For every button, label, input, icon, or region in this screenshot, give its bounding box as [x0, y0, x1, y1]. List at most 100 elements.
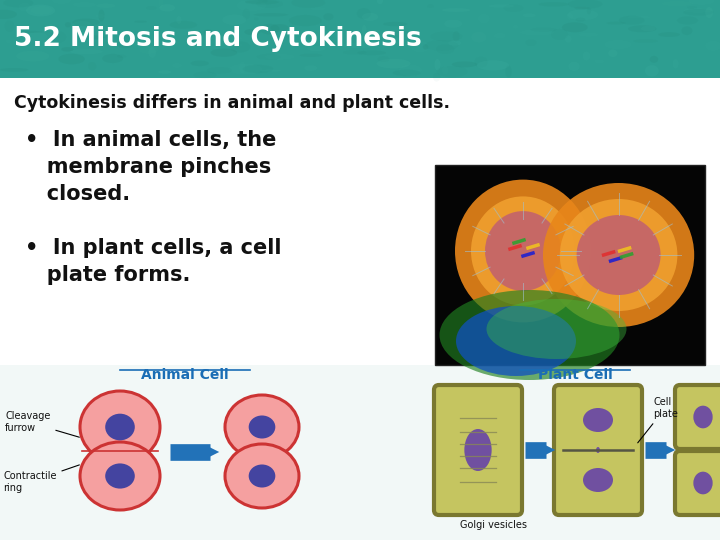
- Ellipse shape: [244, 29, 261, 35]
- Ellipse shape: [99, 10, 104, 22]
- Text: 5.2 Mitosis and Cytokinesis: 5.2 Mitosis and Cytokinesis: [14, 26, 422, 52]
- Ellipse shape: [204, 31, 209, 33]
- Ellipse shape: [456, 306, 576, 376]
- Ellipse shape: [222, 15, 246, 25]
- Ellipse shape: [543, 183, 694, 327]
- Ellipse shape: [17, 31, 42, 33]
- Ellipse shape: [362, 25, 366, 36]
- Ellipse shape: [439, 290, 619, 380]
- Ellipse shape: [148, 47, 156, 58]
- Ellipse shape: [176, 16, 181, 24]
- Text: Golgi vesicles: Golgi vesicles: [459, 520, 526, 530]
- Ellipse shape: [453, 31, 459, 42]
- Ellipse shape: [26, 4, 55, 17]
- Ellipse shape: [289, 15, 322, 26]
- Ellipse shape: [596, 447, 600, 453]
- Ellipse shape: [595, 59, 604, 63]
- Ellipse shape: [243, 65, 274, 73]
- Ellipse shape: [677, 16, 698, 24]
- Ellipse shape: [253, 13, 288, 17]
- Text: Contractile
ring: Contractile ring: [3, 465, 79, 493]
- Ellipse shape: [693, 406, 713, 428]
- Ellipse shape: [377, 59, 410, 69]
- Ellipse shape: [292, 0, 325, 8]
- Ellipse shape: [706, 41, 720, 51]
- Ellipse shape: [523, 14, 536, 17]
- Ellipse shape: [16, 51, 50, 62]
- Ellipse shape: [383, 22, 408, 26]
- Ellipse shape: [70, 49, 103, 55]
- Ellipse shape: [658, 32, 680, 37]
- Ellipse shape: [606, 22, 625, 25]
- Ellipse shape: [134, 21, 147, 23]
- Text: •  In animal cells, the: • In animal cells, the: [25, 130, 276, 150]
- Ellipse shape: [323, 13, 333, 21]
- Ellipse shape: [628, 25, 657, 32]
- Text: •  In plant cells, a cell: • In plant cells, a cell: [25, 238, 282, 258]
- Text: Cleavage
furrow: Cleavage furrow: [5, 411, 79, 437]
- Ellipse shape: [72, 21, 92, 30]
- Text: Cytokinesis differs in animal and plant cells.: Cytokinesis differs in animal and plant …: [14, 94, 450, 112]
- Ellipse shape: [204, 29, 212, 36]
- Ellipse shape: [210, 36, 243, 40]
- Ellipse shape: [225, 395, 299, 459]
- Ellipse shape: [102, 54, 123, 63]
- Ellipse shape: [58, 54, 85, 64]
- Ellipse shape: [449, 40, 462, 46]
- Ellipse shape: [0, 68, 29, 72]
- Ellipse shape: [159, 4, 175, 11]
- Text: Cell
plate: Cell plate: [638, 397, 678, 443]
- Ellipse shape: [583, 468, 613, 492]
- Ellipse shape: [245, 0, 279, 4]
- Ellipse shape: [210, 49, 237, 57]
- Ellipse shape: [645, 65, 659, 77]
- Ellipse shape: [105, 414, 135, 440]
- Ellipse shape: [608, 50, 618, 57]
- Ellipse shape: [392, 70, 420, 76]
- Text: plate forms.: plate forms.: [25, 265, 190, 285]
- Ellipse shape: [683, 9, 714, 16]
- Ellipse shape: [489, 4, 515, 8]
- Ellipse shape: [565, 36, 572, 43]
- Ellipse shape: [4, 0, 33, 8]
- Ellipse shape: [587, 8, 591, 15]
- Text: membrane pinches: membrane pinches: [25, 157, 271, 177]
- Ellipse shape: [575, 18, 585, 22]
- Ellipse shape: [705, 7, 713, 18]
- Ellipse shape: [260, 24, 279, 35]
- Ellipse shape: [583, 408, 613, 432]
- Ellipse shape: [259, 70, 282, 72]
- Ellipse shape: [239, 62, 246, 73]
- Ellipse shape: [441, 8, 470, 12]
- Ellipse shape: [487, 299, 626, 359]
- Ellipse shape: [464, 429, 492, 471]
- Ellipse shape: [471, 197, 575, 306]
- Ellipse shape: [539, 2, 569, 6]
- Ellipse shape: [27, 32, 48, 40]
- Ellipse shape: [672, 59, 679, 69]
- Ellipse shape: [117, 40, 133, 48]
- Ellipse shape: [649, 56, 658, 63]
- Ellipse shape: [65, 22, 71, 28]
- Ellipse shape: [689, 0, 714, 5]
- Ellipse shape: [582, 51, 590, 60]
- Ellipse shape: [343, 43, 375, 48]
- Ellipse shape: [362, 13, 378, 21]
- Ellipse shape: [569, 62, 580, 71]
- Ellipse shape: [300, 53, 323, 57]
- Bar: [0, 78, 720, 540]
- Ellipse shape: [485, 211, 561, 291]
- Ellipse shape: [444, 19, 462, 28]
- Ellipse shape: [377, 0, 383, 4]
- Ellipse shape: [577, 215, 661, 295]
- Ellipse shape: [357, 50, 386, 55]
- Ellipse shape: [619, 16, 644, 25]
- FancyBboxPatch shape: [554, 385, 642, 515]
- Bar: [0, 0, 720, 78]
- FancyBboxPatch shape: [675, 385, 720, 449]
- Ellipse shape: [452, 62, 477, 68]
- Text: Animal Cell: Animal Cell: [141, 368, 229, 382]
- Text: closed.: closed.: [25, 184, 130, 204]
- Ellipse shape: [80, 442, 160, 510]
- Ellipse shape: [505, 66, 512, 78]
